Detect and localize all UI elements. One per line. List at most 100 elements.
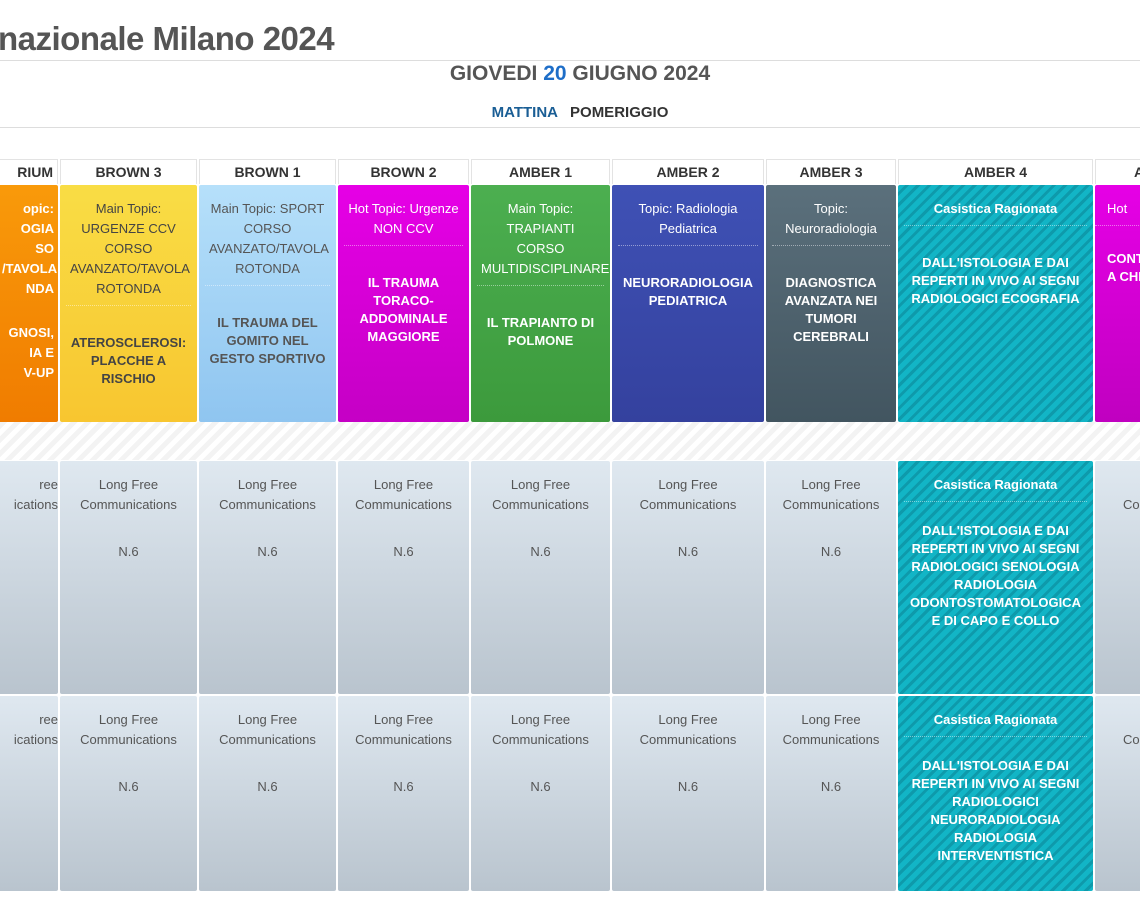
lfc-number: N.6 — [393, 544, 414, 559]
lfc-label: ications — [13, 732, 58, 747]
lfc-label: Long Free Communications — [219, 712, 316, 747]
session-body: DALL'ISTOLOGIA E DAI REPERTI IN VIVO AI … — [911, 758, 1080, 863]
session-title: Hot — [1095, 185, 1140, 226]
session-card[interactable]: Long Free Communications N.6 — [471, 696, 610, 891]
room-header: BROWN 2 — [338, 159, 469, 184]
session-card[interactable]: Main Topic: TRAPIANTI CORSO MULTIDISCIPL… — [471, 185, 610, 422]
session-title: NDA — [25, 281, 54, 296]
session-card[interactable]: Hot Topic: Urgenze NON CCV IL TRAUMA TOR… — [338, 185, 469, 422]
session-card[interactable]: Long Free Communications N.6 — [471, 461, 610, 694]
lfc-label: ree — [39, 712, 58, 727]
page-title: nazionale Milano 2024 — [0, 20, 335, 57]
divider — [0, 60, 1140, 61]
session-card[interactable]: Long Free Communications N.6 — [60, 696, 197, 891]
session-title: Main Topic: URGENZE CCV CORSO AVANZATO/T… — [66, 185, 191, 306]
session-card[interactable]: Topic: Radiologia Pediatrica NEURORADIOL… — [612, 185, 764, 422]
lfc-label: Long Free Communications — [492, 477, 589, 512]
room-header: A — [1095, 159, 1140, 184]
session-card[interactable]: Long Free Communications N.6 — [338, 696, 469, 891]
room-header: RIUM — [0, 159, 58, 184]
session-body: DALL'ISTOLOGIA E DAI REPERTI IN VIVO AI … — [911, 255, 1080, 306]
session-body: NEURORADIOLOGIA PEDIATRICA — [623, 275, 753, 308]
weekday: GIOVEDI — [449, 62, 538, 85]
session-card[interactable]: Casistica Ragionata DALL'ISTOLOGIA E DAI … — [898, 461, 1093, 694]
session-title: Casistica Ragionata — [904, 696, 1087, 737]
lfc-label: Long Free Communications — [80, 712, 177, 747]
session-title: OGIA — [20, 221, 54, 236]
day-number: 20 — [543, 62, 567, 85]
session-card[interactable]: Main Topic: SPORT CORSO AVANZATO/TAVOLA … — [199, 185, 336, 422]
session-card[interactable]: Long Free Communications N.6 — [60, 461, 197, 694]
lfc-number: N.6 — [393, 779, 414, 794]
room-header: BROWN 3 — [60, 159, 197, 184]
session-title: Main Topic: TRAPIANTI CORSO MULTIDISCIPL… — [477, 185, 609, 286]
session-tabs: MATTINA POMERIGGIO — [0, 104, 1140, 121]
lfc-number: N.6 — [677, 544, 699, 559]
session-card[interactable]: Main Topic: URGENZE CCV CORSO AVANZATO/T… — [60, 185, 197, 422]
lfc-number: N.6 — [530, 779, 551, 794]
session-body: A CHI — [1107, 269, 1140, 284]
session-card[interactable]: Long Free Communications N.6 — [199, 696, 336, 891]
session-body: DIAGNOSTICA AVANZATA NEI TUMORI CEREBRAL… — [784, 275, 878, 344]
divider — [0, 127, 1140, 128]
session-title: Topic: Radiologia Pediatrica — [618, 185, 758, 246]
session-card[interactable]: Long Free Communications N.6 — [338, 461, 469, 694]
lfc-label: Long Free Communications — [492, 712, 589, 747]
lfc-number: N.6 — [257, 544, 278, 559]
session-card[interactable]: Co — [1095, 696, 1140, 891]
session-card[interactable]: Long Free Communications N.6 — [199, 461, 336, 694]
session-card[interactable]: Hot CONT A CHI — [1095, 185, 1140, 422]
session-card[interactable]: ree ications — [0, 696, 58, 891]
room-column: AMBER 4 Casistica Ragionata DALL'ISTOLOG… — [898, 159, 1093, 891]
session-card[interactable]: Topic: Neuroradiologia DIAGNOSTICA AVANZ… — [766, 185, 896, 422]
lfc-label: Long Free Communications — [219, 477, 316, 512]
session-card[interactable]: Co — [1095, 461, 1140, 694]
room-header: AMBER 3 — [766, 159, 896, 184]
session-body: IA E — [29, 345, 54, 360]
lfc-label: Co — [1123, 732, 1140, 747]
tab-mattina[interactable]: MATTINA — [491, 104, 559, 121]
session-title: Main Topic: SPORT CORSO AVANZATO/TAVOLA … — [205, 185, 330, 286]
lfc-label: ree — [39, 477, 58, 492]
room-column: AMBER 1 Main Topic: TRAPIANTI CORSO MULT… — [471, 159, 610, 891]
room-column-partial-left: RIUM opic: OGIA SO/TAVOLA NDA GNOSI, IA E V-UP… — [0, 159, 58, 891]
session-body: IL TRAUMA TORACO-ADDOMINALE MAGGIORE — [359, 275, 448, 344]
lfc-label: Long Free Communications — [639, 712, 737, 747]
session-title: opic: — [22, 201, 54, 216]
session-body: IL TRAPIANTO DI POLMONE — [486, 315, 595, 348]
room-header: AMBER 2 — [612, 159, 764, 184]
lfc-label: Long Free Communications — [782, 712, 880, 747]
lfc-number: N.6 — [118, 544, 139, 559]
lfc-label: Long Free Communications — [80, 477, 177, 512]
room-column: AMBER 3 Topic: Neuroradiologia DIAGNOSTI… — [766, 159, 896, 891]
session-card[interactable]: ree ications — [0, 461, 58, 694]
tab-pomeriggio[interactable]: POMERIGGIO — [570, 104, 669, 121]
room-header: BROWN 1 — [199, 159, 336, 184]
lfc-number: N.6 — [257, 779, 278, 794]
lfc-number: N.6 — [820, 544, 842, 559]
session-body: GNOSI, — [8, 325, 54, 340]
lfc-label: Long Free Communications — [355, 477, 452, 512]
lfc-label: Co — [1123, 497, 1140, 512]
session-card[interactable]: Long Free Communications N.6 — [612, 461, 764, 694]
lfc-number: N.6 — [820, 779, 842, 794]
session-card[interactable]: Casistica Ragionata DALL'ISTOLOGIA E DAI… — [898, 185, 1093, 422]
session-body: CONT — [1107, 251, 1140, 266]
session-card[interactable]: Long Free Communications N.6 — [766, 696, 896, 891]
session-card[interactable]: Long Free Communications N.6 — [766, 461, 896, 694]
session-title: /TAVOLA — [2, 261, 58, 276]
room-column: AMBER 2 Topic: Radiologia Pediatrica NEU… — [612, 159, 764, 891]
lfc-label: ications — [13, 497, 58, 512]
break-separator — [0, 422, 1140, 460]
session-card[interactable]: Casistica Ragionata DALL'ISTOLOGIA E DAI … — [898, 696, 1093, 891]
session-card[interactable]: Long Free Communications N.6 — [612, 696, 764, 891]
session-card[interactable]: opic: OGIA SO/TAVOLA NDA GNOSI, IA E V-UP — [0, 185, 58, 422]
session-body: V-UP — [23, 365, 54, 380]
session-body: DALL'ISTOLOGIA E DAI REPERTI IN VIVO AI … — [910, 523, 1081, 628]
room-header: AMBER 4 — [898, 159, 1093, 184]
lfc-label: Long Free Communications — [782, 477, 880, 512]
month-year: GIUGNO 2024 — [572, 62, 711, 85]
room-column-partial-right: A Hot CONT A CHI Co Co — [1095, 159, 1140, 891]
room-column: BROWN 1 Main Topic: SPORT CORSO AVANZATO… — [199, 159, 336, 891]
session-title: Casistica Ragionata — [904, 461, 1087, 502]
